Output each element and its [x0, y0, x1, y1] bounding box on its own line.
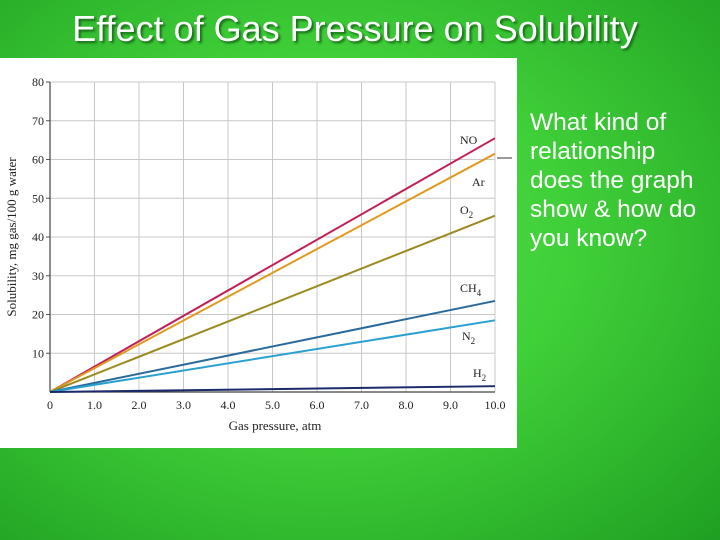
series-label-ch4: CH4 — [460, 281, 482, 298]
y-tick-label: 50 — [32, 191, 44, 205]
series-line-n2 — [49, 319, 496, 393]
y-axis-title: Solubility, mg gas/100 g water — [4, 157, 19, 317]
series-line-ch4 — [49, 299, 496, 393]
y-tick-label: 80 — [32, 75, 44, 89]
series-label-h2: H2 — [473, 366, 486, 383]
series-label-ar: Ar — [472, 175, 485, 189]
x-tick-label: 6.0 — [310, 398, 325, 412]
slide-title: Effect of Gas Pressure on Solubility — [72, 8, 638, 49]
x-tick-label: 5.0 — [265, 398, 280, 412]
x-tick-label: 2.0 — [132, 398, 147, 412]
series-line-ar — [49, 152, 496, 393]
chart-tick-labels: 0 1.0 2.0 3.0 4.0 5.0 6.0 7.0 8.0 9.0 10.0 10 20 30 40… — [32, 75, 506, 412]
x-tick-label: 8.0 — [399, 398, 414, 412]
x-tick-label: 1.0 — [87, 398, 102, 412]
chart-series-labels: NO Ar O2 CH4 N2 H2 — [460, 133, 512, 383]
x-tick-label: 0 — [47, 398, 53, 412]
x-axis-title: Gas pressure, atm — [229, 418, 322, 433]
y-tick-label: 60 — [32, 153, 44, 167]
question-text: What kind of relationship does the graph… — [530, 109, 697, 252]
x-tick-label: 4.0 — [221, 398, 236, 412]
chart-panel: 0 1.0 2.0 3.0 4.0 5.0 6.0 7.0 8.0 9.0 10.0 10 20 30 40… — [0, 58, 517, 448]
y-tick-label: 70 — [32, 114, 44, 128]
x-tick-label: 9.0 — [443, 398, 458, 412]
x-tick-label: 7.0 — [354, 398, 369, 412]
y-tick-label: 30 — [32, 269, 44, 283]
chart-series — [49, 137, 496, 393]
series-label-no: NO — [460, 133, 478, 147]
series-line-h2 — [49, 385, 496, 393]
series-line-o2 — [49, 214, 496, 393]
solubility-chart: 0 1.0 2.0 3.0 4.0 5.0 6.0 7.0 8.0 9.0 10.0 10 20 30 40… — [4, 75, 512, 433]
x-tick-label: 10.0 — [485, 398, 506, 412]
series-line-no — [49, 137, 496, 393]
y-tick-label: 20 — [32, 308, 44, 322]
y-tick-label: 10 — [32, 346, 44, 360]
y-tick-label: 40 — [32, 230, 44, 244]
series-label-o2: O2 — [460, 203, 473, 220]
x-tick-label: 3.0 — [176, 398, 191, 412]
series-label-n2: N2 — [462, 329, 475, 346]
